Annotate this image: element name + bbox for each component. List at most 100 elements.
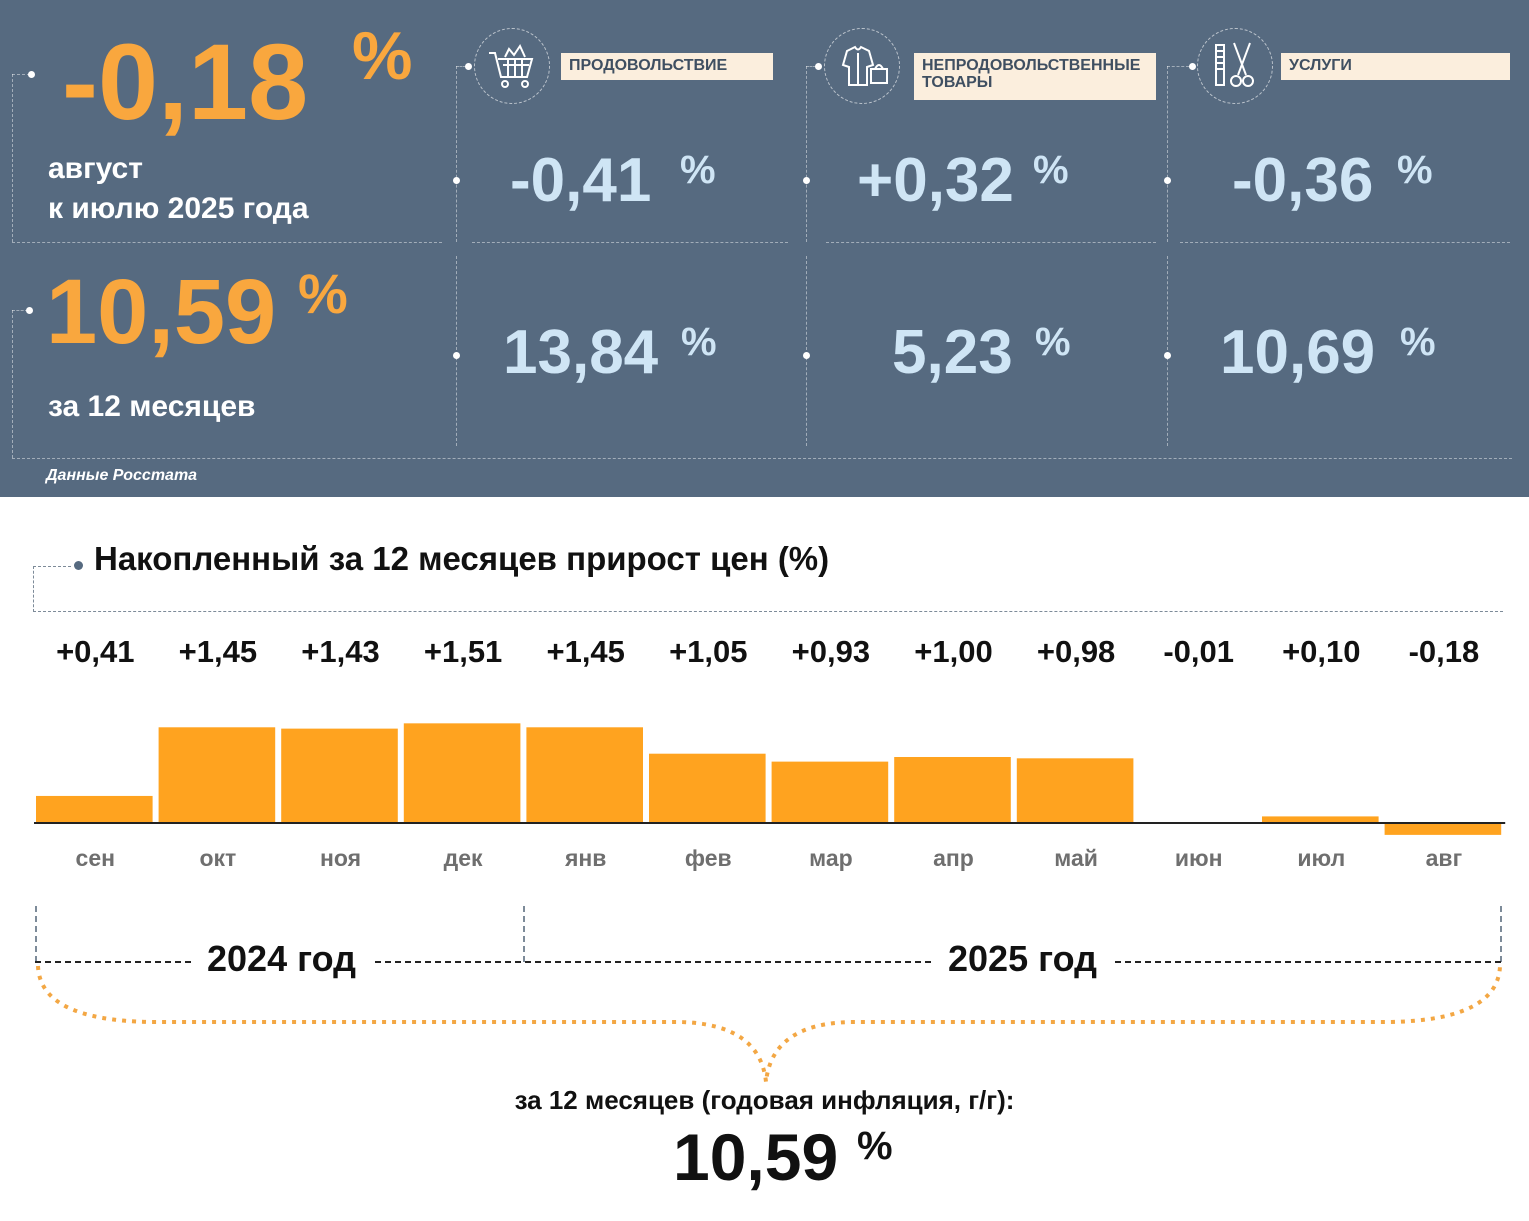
x-tick-label: май — [1054, 845, 1098, 871]
x-tick-label: июл — [1297, 845, 1345, 871]
bar — [894, 757, 1011, 823]
divider — [1167, 66, 1189, 67]
divider — [472, 242, 788, 243]
divider — [33, 611, 1503, 612]
divider — [1167, 66, 1168, 242]
bar-value-label: +1,43 — [301, 634, 379, 669]
bar-value-label: +1,00 — [914, 634, 992, 669]
bar — [281, 728, 398, 823]
annual-value: 10,59 — [46, 261, 277, 363]
category-label-services: УСЛУГИ — [1281, 53, 1510, 80]
source-note: Данные Росстата — [46, 467, 198, 484]
bullet-dot — [803, 177, 810, 184]
services-monthly-pct: % — [1397, 148, 1433, 192]
divider — [806, 66, 807, 242]
x-tick-label: окт — [199, 845, 236, 871]
food-monthly-value: -0,41 — [510, 146, 652, 215]
monthly-pct: % — [352, 18, 413, 94]
x-tick-label: авг — [1426, 845, 1463, 871]
nonfood-annual-pct: % — [1035, 320, 1071, 364]
year-label-2025: 2025 год — [932, 938, 1113, 980]
nonfood-annual-value: 5,23 — [892, 318, 1013, 387]
bullet-dot — [815, 63, 822, 70]
bar — [649, 753, 766, 823]
nonfood-monthly-pct: % — [1033, 148, 1069, 192]
divider — [12, 310, 28, 311]
bar-value-label: +1,51 — [424, 634, 502, 669]
divider — [35, 961, 1501, 963]
bar-value-label: +1,45 — [179, 634, 257, 669]
x-tick-label: мар — [809, 845, 853, 871]
divider — [12, 458, 1512, 459]
bar-value-label: +0,10 — [1282, 634, 1360, 669]
x-tick-label: июн — [1175, 845, 1223, 871]
clothes-bag-icon — [824, 28, 900, 104]
food-annual-value: 13,84 — [503, 318, 659, 387]
divider — [12, 74, 13, 242]
bar — [1262, 816, 1379, 823]
x-tick-label: дек — [444, 845, 483, 871]
bullet-dot — [1164, 177, 1171, 184]
x-tick-label: фев — [685, 845, 732, 871]
bar-value-label: +1,05 — [669, 634, 747, 669]
bar-value-label: -0,01 — [1163, 634, 1234, 669]
bullet-dot — [465, 63, 472, 70]
chart-title: Накопленный за 12 месяцев прирост цен (%… — [94, 540, 830, 577]
divider — [523, 906, 525, 962]
bar — [158, 727, 276, 823]
divider — [12, 74, 30, 75]
divider — [456, 66, 457, 242]
annual-inflation-value: 10,59 — [673, 1120, 839, 1194]
divider — [1500, 906, 1502, 962]
annual-caption: за 12 месяцев — [48, 390, 256, 423]
services-annual-pct: % — [1400, 320, 1436, 364]
bullet-dot — [28, 71, 35, 78]
divider — [12, 310, 13, 458]
bar-value-label: +1,45 — [546, 634, 624, 669]
summary-panel: -0,18 % август к июлю 2025 года 10,59 % … — [0, 0, 1529, 497]
bar — [403, 723, 521, 823]
bar-value-label: +0,41 — [56, 634, 134, 669]
monthly-price-growth-chart: +0,41 сен +1,45 окт +1,43 ноя +1,51 дек +1,45 янв… — [34, 634, 1506, 871]
divider — [1180, 242, 1510, 243]
bar — [1016, 758, 1134, 823]
divider — [806, 66, 816, 67]
bullet-dot — [1189, 63, 1196, 70]
annual-inflation-pct: % — [857, 1124, 893, 1168]
monthly-value: -0,18 — [62, 21, 309, 142]
divider — [826, 242, 1156, 243]
divider — [33, 566, 71, 567]
bullet-dot — [74, 561, 83, 570]
x-tick-label: янв — [564, 845, 606, 871]
annual-pct: % — [298, 262, 348, 325]
divider — [12, 242, 442, 243]
category-label-nonfood: НЕПРОДОВОЛЬСТВЕННЫЕ ТОВАРЫ — [914, 53, 1156, 100]
comb-scissors-icon — [1197, 28, 1273, 104]
bullet-dot — [453, 177, 460, 184]
bar-value-label: +0,98 — [1037, 634, 1115, 669]
bar — [36, 795, 153, 823]
divider — [456, 66, 466, 67]
monthly-caption-line1: август — [48, 152, 143, 185]
bullet-dot — [803, 352, 810, 359]
divider — [35, 906, 37, 962]
bar — [771, 761, 889, 823]
food-annual-pct: % — [681, 320, 717, 364]
divider — [456, 256, 457, 446]
x-tick-label: сен — [76, 845, 115, 871]
divider — [1167, 256, 1168, 446]
services-monthly-value: -0,36 — [1232, 146, 1374, 215]
year-label-2024: 2024 год — [191, 938, 372, 980]
bullet-dot — [26, 307, 33, 314]
divider — [806, 256, 807, 446]
bar — [526, 727, 643, 823]
annual-inflation-caption: за 12 месяцев (годовая инфляция, г/г): — [514, 1085, 1015, 1115]
bar — [1384, 823, 1502, 835]
divider — [33, 566, 34, 612]
brace-connector — [36, 965, 1502, 1083]
category-label-food: ПРОДОВОЛЬСТВИЕ — [561, 53, 773, 80]
food-monthly-pct: % — [680, 148, 716, 192]
shopping-cart-icon — [474, 28, 550, 104]
services-annual-value: 10,69 — [1220, 318, 1376, 387]
bullet-dot — [453, 352, 460, 359]
